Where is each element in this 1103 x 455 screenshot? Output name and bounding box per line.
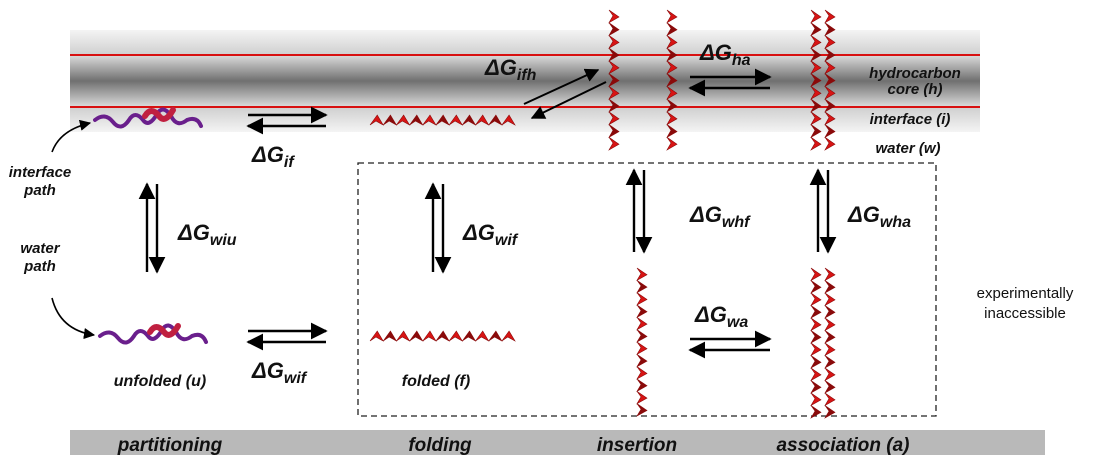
dimer-membrane-helix-b [824,9,836,151]
dimer-water-helix-a [810,267,822,419]
hydrocarbon-core-label-2: core (h) [887,81,942,98]
unfolded-protein-interface [93,107,203,129]
state-unfolded-label: unfolded (u) [114,373,206,390]
arrow-ifh-forward [523,68,600,105]
water-inserted-helix [636,267,648,417]
water-path-label-2: path [23,258,56,275]
folded-helix-interface [369,114,516,126]
unfolded-protein-water [98,323,208,345]
stage-bar [70,430,1045,455]
water-path-label-1: water [20,240,60,257]
stage-association: association (a) [776,435,909,455]
interface-path-pointer [51,119,92,153]
dg-wif-bottom-label: ΔGwif [251,358,308,387]
dimer-water-helix-b [824,267,836,419]
stage-folding: folding [408,435,472,455]
dg-ifh-label: ΔGifh [484,55,537,84]
water-path-pointer [51,297,96,340]
dg-wif-vertical-label: ΔGwif [462,220,519,249]
arrow-ifh-back [530,81,607,119]
state-folded-label: folded (f) [402,373,470,390]
interface-path-label-1: interface [9,164,72,181]
dg-if-label: ΔGif [251,142,295,171]
hydrocarbon-core-label-1: hydrocarbon [869,65,961,82]
note-line-1: experimentally [977,285,1074,302]
interface-path-label-2: path [23,182,56,199]
dg-wa-label: ΔGwa [694,302,748,331]
interface-label: interface (i) [870,111,951,128]
interface-upper-band [70,30,980,55]
water-label: water (w) [875,140,940,157]
inserted-helix-2 [666,9,678,151]
inserted-helix-1 [608,9,620,151]
stage-insertion: insertion [597,435,677,455]
dg-wha-label: ΔGwha [847,202,911,231]
stage-partitioning: partitioning [117,435,223,455]
dg-wiu-label: ΔGwiu [177,220,237,249]
dg-ha-label: ΔGha [699,40,751,69]
dg-whf-label: ΔGwhf [689,202,751,231]
note-line-2: inaccessible [984,305,1066,322]
equilibrium-arrows [138,68,837,359]
experimentally-inaccessible-box [357,162,937,417]
folded-helix-water [369,330,516,342]
interface-lower-band [70,107,980,132]
dimer-membrane-helix-a [810,9,822,151]
